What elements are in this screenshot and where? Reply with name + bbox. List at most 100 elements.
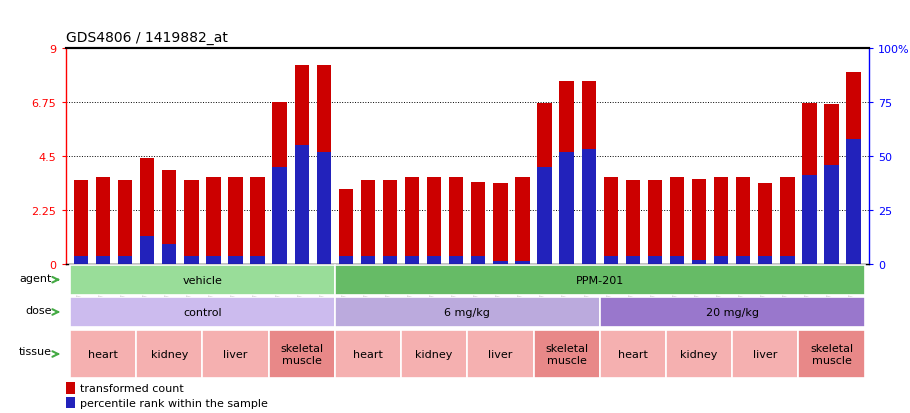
Bar <box>383 256 397 264</box>
Bar <box>207 256 220 264</box>
FancyBboxPatch shape <box>70 330 136 378</box>
Bar <box>295 146 308 264</box>
Bar <box>560 152 574 264</box>
Text: vehicle: vehicle <box>182 275 222 285</box>
Bar <box>162 171 177 264</box>
FancyBboxPatch shape <box>600 330 666 378</box>
Bar <box>140 236 155 264</box>
Bar <box>560 81 574 264</box>
Bar <box>184 256 198 264</box>
Bar <box>405 256 420 264</box>
Bar <box>603 256 618 264</box>
Bar <box>118 180 132 264</box>
Bar <box>317 66 331 264</box>
FancyBboxPatch shape <box>666 330 733 378</box>
Text: heart: heart <box>88 349 118 359</box>
Bar <box>383 180 397 264</box>
Bar <box>626 256 640 264</box>
Bar <box>471 256 486 264</box>
Bar <box>96 178 110 264</box>
FancyBboxPatch shape <box>202 330 268 378</box>
Text: liver: liver <box>753 349 777 359</box>
Bar <box>184 180 198 264</box>
Text: kidney: kidney <box>681 349 718 359</box>
Text: tissue: tissue <box>19 347 52 356</box>
Bar <box>648 256 662 264</box>
Bar <box>670 178 684 264</box>
Bar <box>96 256 110 264</box>
Bar <box>824 105 839 264</box>
Bar <box>692 179 706 264</box>
Bar <box>493 262 508 264</box>
Bar <box>581 81 596 264</box>
Bar <box>228 256 243 264</box>
Text: skeletal
muscle: skeletal muscle <box>545 343 588 365</box>
Bar <box>207 178 220 264</box>
Bar <box>493 184 508 264</box>
Bar <box>538 167 551 264</box>
Bar <box>714 178 728 264</box>
FancyBboxPatch shape <box>335 297 600 327</box>
Bar <box>758 256 773 264</box>
FancyBboxPatch shape <box>468 330 533 378</box>
Text: kidney: kidney <box>150 349 188 359</box>
FancyBboxPatch shape <box>335 330 401 378</box>
Text: heart: heart <box>353 349 383 359</box>
Text: skeletal
muscle: skeletal muscle <box>810 343 853 365</box>
Bar <box>74 256 88 264</box>
Bar <box>427 256 441 264</box>
FancyBboxPatch shape <box>268 330 335 378</box>
Bar <box>118 256 132 264</box>
Bar <box>272 167 287 264</box>
Text: GDS4806 / 1419882_at: GDS4806 / 1419882_at <box>66 31 228 45</box>
Bar <box>670 256 684 264</box>
Text: liver: liver <box>488 349 512 359</box>
Bar <box>603 178 618 264</box>
Bar <box>846 73 861 264</box>
Bar <box>339 256 353 264</box>
Bar <box>803 176 816 264</box>
Bar <box>74 180 88 264</box>
FancyBboxPatch shape <box>136 330 202 378</box>
Bar <box>780 178 794 264</box>
Bar <box>360 180 375 264</box>
Text: 6 mg/kg: 6 mg/kg <box>444 307 490 317</box>
Bar <box>714 256 728 264</box>
Text: transformed count: transformed count <box>80 383 184 393</box>
Bar <box>846 139 861 264</box>
Bar <box>692 261 706 264</box>
Bar <box>66 382 76 394</box>
Bar <box>626 180 640 264</box>
Bar <box>648 180 662 264</box>
Bar <box>140 159 155 264</box>
Text: 20 mg/kg: 20 mg/kg <box>705 307 759 317</box>
FancyBboxPatch shape <box>733 330 798 378</box>
Bar <box>736 178 751 264</box>
FancyBboxPatch shape <box>533 330 600 378</box>
Text: percentile rank within the sample: percentile rank within the sample <box>80 398 268 408</box>
Bar <box>449 256 463 264</box>
Bar <box>515 262 530 264</box>
Bar <box>758 184 773 264</box>
Bar <box>272 103 287 264</box>
Bar <box>250 178 265 264</box>
FancyBboxPatch shape <box>70 297 335 327</box>
Bar <box>538 104 551 264</box>
Bar <box>228 178 243 264</box>
Text: PPM-201: PPM-201 <box>576 275 624 285</box>
Bar <box>824 165 839 264</box>
Bar <box>780 256 794 264</box>
Bar <box>515 178 530 264</box>
Bar <box>581 150 596 264</box>
Bar <box>295 66 308 264</box>
Text: agent: agent <box>20 273 52 283</box>
Bar <box>162 244 177 264</box>
Text: dose: dose <box>25 306 52 316</box>
Bar <box>449 178 463 264</box>
Bar <box>250 256 265 264</box>
Bar <box>427 178 441 264</box>
Bar <box>471 183 486 264</box>
Bar <box>405 178 420 264</box>
FancyBboxPatch shape <box>798 330 864 378</box>
Text: skeletal
muscle: skeletal muscle <box>280 343 323 365</box>
